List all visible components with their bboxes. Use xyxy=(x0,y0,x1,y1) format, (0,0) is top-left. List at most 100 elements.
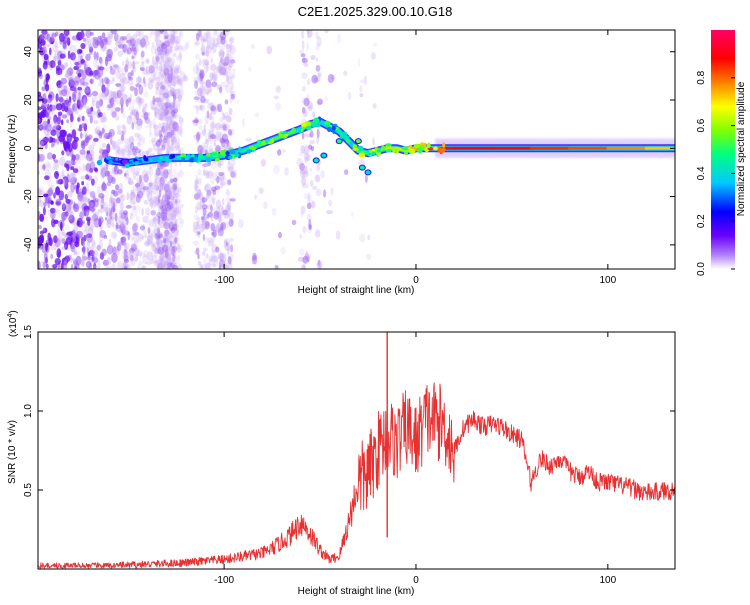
ridge-blob xyxy=(332,129,336,134)
noise-speckle xyxy=(155,167,161,176)
noise-speckle xyxy=(66,133,73,143)
noise-speckle xyxy=(60,82,65,90)
noise-speckle xyxy=(113,64,120,71)
noise-speckle xyxy=(156,30,161,37)
noise-speckle xyxy=(226,49,232,56)
noise-speckle xyxy=(93,212,97,219)
noise-speckle xyxy=(159,76,163,87)
noise-speckle xyxy=(211,231,215,236)
noise-speckle xyxy=(139,78,146,84)
noise-speckle xyxy=(207,170,214,180)
noise-speckle xyxy=(226,76,233,85)
noise-speckle xyxy=(101,248,107,256)
noise-speckle xyxy=(89,161,96,171)
noise-speckle xyxy=(164,194,171,201)
noise-speckle xyxy=(54,159,59,164)
noise-speckle xyxy=(227,60,233,71)
noise-speckle xyxy=(64,37,70,43)
noise-speckle xyxy=(91,257,99,264)
noise-speckle xyxy=(208,113,213,120)
noise-speckle xyxy=(177,254,181,261)
noise-speckle xyxy=(111,111,117,116)
noise-speckle xyxy=(85,133,88,143)
noise-speckle xyxy=(200,36,205,46)
noise-speckle xyxy=(164,35,169,40)
noise-speckle xyxy=(139,39,143,45)
noise-speckle xyxy=(85,231,90,238)
noise-speckle xyxy=(155,181,159,187)
noise-speckle xyxy=(171,88,179,97)
noise-speckle xyxy=(307,191,311,202)
noise-speckle xyxy=(159,30,164,35)
noise-speckle xyxy=(157,221,165,229)
noise-speckle xyxy=(160,171,163,178)
noise-speckle xyxy=(168,124,173,132)
noise-speckle xyxy=(176,75,180,82)
noise-speckle xyxy=(164,133,168,139)
noise-speckle xyxy=(170,32,175,39)
noise-speckle xyxy=(222,209,229,216)
noise-speckle xyxy=(197,188,202,198)
noise-speckle xyxy=(76,230,83,239)
noise-speckle xyxy=(149,99,157,105)
noise-speckle xyxy=(149,200,157,209)
noise-speckle xyxy=(153,133,157,141)
noise-speckle xyxy=(43,43,46,54)
noise-speckle xyxy=(117,124,121,130)
noise-speckle xyxy=(200,216,205,221)
noise-speckle xyxy=(75,232,79,237)
noise-speckle xyxy=(222,122,227,129)
noise-speckle xyxy=(145,261,152,265)
noise-speckle xyxy=(93,262,97,269)
noise-speckle xyxy=(73,225,79,234)
noise-speckle xyxy=(149,120,153,129)
noise-speckle xyxy=(88,43,93,50)
noise-speckle xyxy=(169,40,174,49)
noise-speckle xyxy=(98,208,103,214)
noise-speckle xyxy=(296,157,303,167)
noise-speckle xyxy=(128,106,135,112)
noise-speckle xyxy=(160,52,167,63)
noise-speckle xyxy=(202,32,208,42)
noise-speckle xyxy=(310,146,315,152)
noise-speckle xyxy=(79,33,84,40)
noise-speckle xyxy=(301,86,307,92)
noise-speckle xyxy=(174,237,178,244)
noise-speckle xyxy=(65,180,72,188)
noise-speckle xyxy=(306,213,312,222)
noise-speckle xyxy=(69,172,76,182)
noise-speckle xyxy=(169,88,176,95)
noise-speckle xyxy=(151,229,155,238)
noise-speckle xyxy=(142,35,149,41)
noise-speckle xyxy=(65,70,72,77)
noise-speckle xyxy=(74,34,79,43)
ridge-blob xyxy=(404,151,408,155)
noise-speckle xyxy=(123,258,130,264)
noise-speckle xyxy=(307,195,312,203)
noise-speckle xyxy=(82,240,85,247)
noise-speckle xyxy=(135,136,143,142)
ridge-blob xyxy=(96,159,103,166)
noise-speckle xyxy=(82,85,85,92)
noise-speckle xyxy=(164,229,168,238)
noise-speckle xyxy=(170,192,175,198)
noise-speckle xyxy=(159,85,166,90)
noise-speckle xyxy=(196,132,201,142)
noise-speckle xyxy=(89,150,95,156)
noise-speckle xyxy=(306,42,309,51)
noise-speckle xyxy=(157,242,160,252)
noise-speckle xyxy=(95,100,101,109)
noise-speckle xyxy=(154,178,158,184)
noise-speckle xyxy=(209,122,217,129)
noise-speckle xyxy=(173,200,178,207)
noise-speckle xyxy=(78,99,85,108)
noise-speckle xyxy=(84,208,90,217)
noise-speckle xyxy=(42,136,49,144)
noise-speckle xyxy=(77,117,81,122)
noise-speckle xyxy=(161,144,166,151)
noise-speckle xyxy=(223,111,230,119)
noise-speckle xyxy=(225,196,232,203)
noise-speckle xyxy=(229,237,235,242)
noise-speckle xyxy=(61,150,65,156)
noise-speckle xyxy=(166,115,173,120)
